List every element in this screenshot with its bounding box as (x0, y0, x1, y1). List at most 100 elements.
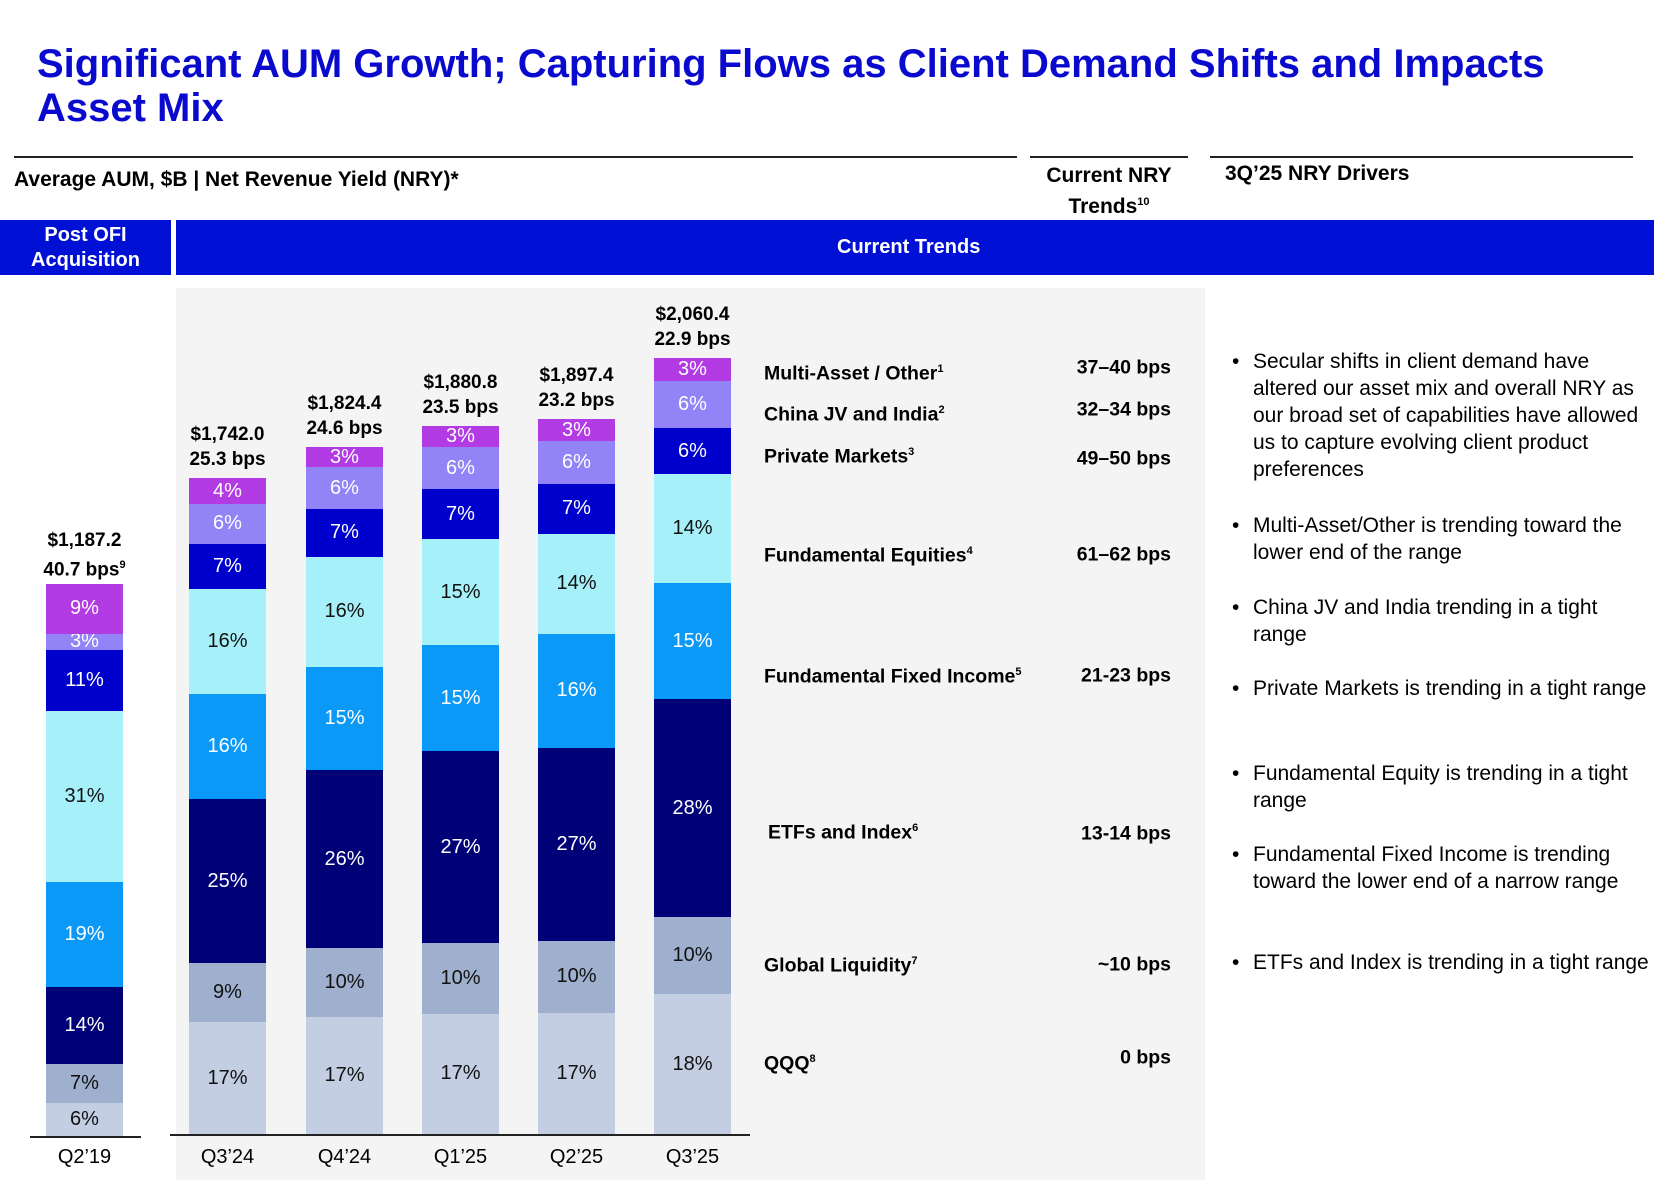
bar-segment-multi-asset-other: 9% (46, 584, 123, 634)
aum-value: $1,897.4 (539, 365, 614, 387)
category-nry-trend: 0 bps (1120, 1046, 1171, 1069)
bar-segment-china-jv-and-india: 6% (654, 381, 731, 428)
driver-text: Secular shifts in client demand have alt… (1253, 350, 1639, 481)
segment-label: 14% (556, 572, 597, 595)
nry-drivers-header: 3Q’25 NRY Drivers (1225, 162, 1410, 185)
segment-label: 6% (213, 512, 242, 535)
segment-label: 3% (678, 358, 707, 381)
segment-label: 26% (324, 847, 365, 870)
segment-label: 17% (324, 1064, 365, 1087)
segment-label: 7% (213, 554, 242, 577)
driver-text: China JV and India trending in a tight r… (1253, 596, 1598, 646)
driver-text: Private Markets is trending in a tight r… (1253, 677, 1647, 700)
bar-segment-etfs-and-index: 14% (46, 986, 123, 1065)
footnote-marker: 1 (937, 363, 944, 375)
bar-segment-fundamental-fixed-income: 15% (422, 645, 499, 752)
driver-text: ETFs and Index is trending in a tight ra… (1253, 951, 1649, 974)
segment-label: 3% (70, 630, 99, 653)
bullet-icon: • (1232, 843, 1240, 866)
category-nry-trend: 37–40 bps (1076, 356, 1171, 379)
nry-value: 40.7 bps9 (15, 553, 155, 582)
bar-segment-multi-asset-other: 3% (422, 424, 499, 447)
bar-segment-qqq: 17% (306, 1017, 383, 1134)
bar-segment-fundamental-fixed-income: 16% (538, 633, 615, 749)
bar-segment-etfs-and-index: 28% (654, 699, 731, 917)
nry-text: 40.7 bps (43, 559, 120, 581)
category-label: Fundamental Equities4 (764, 545, 973, 568)
nry-value: 25.3 bps (158, 447, 298, 472)
category-name: Fundamental Equities (764, 544, 967, 567)
category-label: Fundamental Fixed Income5 (764, 666, 1022, 689)
nry-text: 23.2 bps (538, 390, 615, 412)
segment-label: 17% (207, 1066, 248, 1089)
bar-segment-private-markets: 6% (654, 427, 731, 475)
bar-segment-china-jv-and-india: 6% (189, 504, 266, 544)
bar-total-label: $1,187.2 40.7 bps9 (15, 528, 155, 582)
bar-segment-china-jv-and-india: 6% (422, 446, 499, 490)
bullet-icon: • (1232, 951, 1240, 974)
segment-label: 6% (330, 476, 359, 499)
segment-label: 28% (672, 796, 713, 819)
bar-segment-fundamental-equities: 14% (654, 474, 731, 584)
bar-segment-private-markets: 11% (46, 650, 123, 711)
segment-label: 9% (213, 981, 242, 1004)
category-name: Multi-Asset / Other (764, 362, 938, 385)
segment-label: 15% (440, 580, 481, 603)
bar-segment-china-jv-and-india: 6% (306, 467, 383, 509)
footnote-marker: 6 (912, 822, 919, 834)
segment-label: 6% (678, 439, 707, 462)
category-name: Global Liquidity (764, 954, 912, 977)
segment-label: 3% (446, 424, 475, 447)
bar-segment-etfs-and-index: 25% (189, 799, 266, 964)
category-name: Private Markets (764, 445, 909, 468)
bullet-icon: • (1232, 596, 1240, 619)
segment-label: 7% (446, 502, 475, 525)
footnote-marker: 9 (119, 559, 126, 571)
x-axis-right (170, 1134, 750, 1136)
nry-text: 22.9 bps (654, 329, 731, 350)
segment-label: 3% (562, 418, 591, 441)
segment-label: 10% (556, 965, 597, 988)
bar-total-label: $2,060.4 22.9 bps (623, 302, 763, 352)
bar-segment-qqq: 17% (189, 1022, 266, 1134)
segment-label: 9% (70, 597, 99, 620)
bar-segment-global-liquidity: 10% (422, 942, 499, 1014)
category-nry-trend: 13-14 bps (1081, 822, 1171, 845)
bar-segment-private-markets: 7% (538, 483, 615, 534)
bar-segment-fundamental-equities: 16% (189, 589, 266, 695)
nry-value: 22.9 bps (623, 327, 763, 352)
bar-total-label: $1,880.8 23.5 bps (391, 370, 531, 420)
segment-label: 7% (70, 1072, 99, 1095)
segment-label: 7% (330, 521, 359, 544)
nry-value: 23.2 bps (507, 388, 647, 413)
aum-value: $2,060.4 (655, 304, 730, 325)
bullet-icon: • (1232, 677, 1240, 700)
bar-segment-qqq: 17% (538, 1012, 615, 1134)
bar-segment-global-liquidity: 9% (189, 963, 266, 1023)
bar-segment-private-markets: 7% (422, 489, 499, 539)
nry-value: 23.5 bps (391, 395, 531, 420)
category-name: Fundamental Fixed Income (764, 665, 1016, 688)
bar-total-label: $1,742.0 25.3 bps (158, 422, 298, 472)
bar-segment-global-liquidity: 10% (538, 941, 615, 1013)
segment-label: 17% (440, 1062, 481, 1085)
bar-segment-global-liquidity: 10% (654, 916, 731, 995)
nry-text: 25.3 bps (189, 448, 266, 470)
segment-label: 10% (440, 966, 481, 989)
bar-segment-fundamental-fixed-income: 16% (189, 694, 266, 800)
segment-label: 16% (556, 679, 597, 702)
nry-text: 24.6 bps (306, 417, 383, 439)
segment-label: 10% (324, 971, 365, 994)
bar-segment-fundamental-equities: 16% (306, 556, 383, 667)
category-label: Private Markets3 (764, 446, 914, 469)
segment-label: 6% (678, 393, 707, 416)
post-ofi-label: Post OFI Acquisition (31, 223, 140, 271)
nry-trends-header: Current NRY Trends10 (1030, 162, 1188, 220)
category-label: Multi-Asset / Other1 (764, 363, 943, 386)
category-label: QQQ8 (764, 1053, 816, 1076)
chart-subtitle: Average AUM, $B | Net Revenue Yield (NRY… (14, 168, 459, 191)
segment-label: 14% (64, 1014, 105, 1037)
footnote-marker: 5 (1015, 666, 1022, 678)
bullet-icon: • (1232, 350, 1240, 373)
segment-label: 15% (440, 686, 481, 709)
